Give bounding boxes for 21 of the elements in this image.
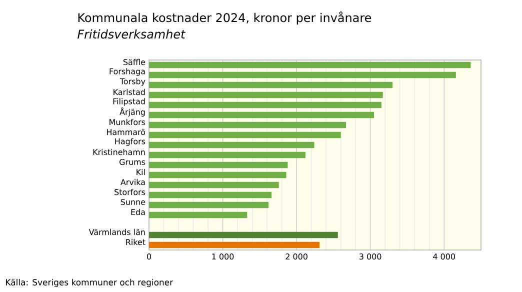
chart-subtitle: Fritidsverksamhet	[78, 29, 186, 39]
bar	[149, 142, 314, 148]
bar	[149, 122, 346, 128]
bar	[149, 62, 471, 68]
bar	[149, 212, 248, 218]
bar	[149, 152, 306, 158]
bar	[149, 72, 456, 78]
bar	[149, 102, 382, 108]
bar	[149, 82, 392, 88]
bar	[149, 192, 272, 198]
chart-title: Kommunala kostnader 2024, kronor per invånare	[78, 12, 372, 24]
bar	[149, 182, 279, 188]
bar	[149, 242, 320, 248]
bar	[149, 132, 341, 138]
bar	[149, 202, 269, 208]
bar	[149, 232, 338, 238]
text: Källa: Sveriges kommuner och regioner	[6, 278, 174, 288]
bar	[149, 172, 286, 178]
bar	[149, 112, 374, 118]
bar	[149, 92, 383, 98]
bar	[149, 162, 288, 168]
